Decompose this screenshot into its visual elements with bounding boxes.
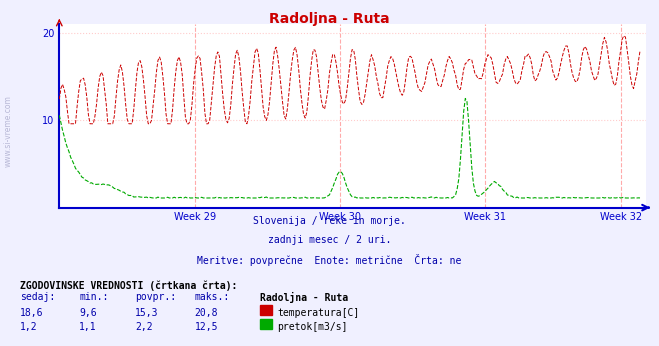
Text: 18,6: 18,6	[20, 308, 43, 318]
Text: 2,2: 2,2	[135, 322, 153, 332]
Text: 1,2: 1,2	[20, 322, 38, 332]
Text: 20,8: 20,8	[194, 308, 218, 318]
Text: pretok[m3/s]: pretok[m3/s]	[277, 322, 348, 332]
Text: Radoljna - Ruta: Radoljna - Ruta	[269, 12, 390, 26]
Text: 15,3: 15,3	[135, 308, 159, 318]
Text: www.si-vreme.com: www.si-vreme.com	[3, 95, 13, 167]
Text: sedaj:: sedaj:	[20, 292, 55, 302]
Text: 1,1: 1,1	[79, 322, 97, 332]
Text: min.:: min.:	[79, 292, 109, 302]
Text: Radoljna - Ruta: Radoljna - Ruta	[260, 292, 349, 303]
Text: Meritve: povprečne  Enote: metrične  Črta: ne: Meritve: povprečne Enote: metrične Črta:…	[197, 254, 462, 266]
Text: povpr.:: povpr.:	[135, 292, 176, 302]
Text: temperatura[C]: temperatura[C]	[277, 308, 360, 318]
Text: zadnji mesec / 2 uri.: zadnji mesec / 2 uri.	[268, 235, 391, 245]
Text: 9,6: 9,6	[79, 308, 97, 318]
Text: ZGODOVINSKE VREDNOSTI (črtkana črta):: ZGODOVINSKE VREDNOSTI (črtkana črta):	[20, 280, 237, 291]
Text: maks.:: maks.:	[194, 292, 229, 302]
Text: Slovenija / reke in morje.: Slovenija / reke in morje.	[253, 216, 406, 226]
Text: 12,5: 12,5	[194, 322, 218, 332]
